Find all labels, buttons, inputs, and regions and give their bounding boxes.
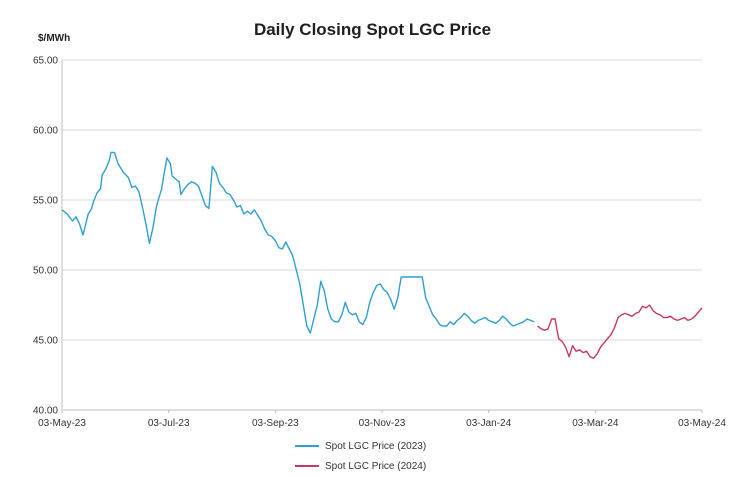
legend-label-2023: Spot LGC Price (2023) [325, 440, 427, 452]
gridlines [61, 59, 702, 411]
x-tick-label: 03-Sep-23 [252, 418, 299, 429]
x-axis-ticks: 03-May-23 03-Jul-23 03-Sep-23 03-Nov-23 03-J… [38, 410, 726, 429]
series-line-1 [537, 304, 703, 359]
x-tick-label: 03-May-24 [678, 418, 726, 429]
x-tick-label: 03-Jan-24 [466, 418, 511, 429]
y-tick-label: 55.00 [33, 196, 58, 207]
series-line-0 [61, 151, 535, 334]
x-tick-label: 03-Nov-23 [359, 418, 406, 429]
legend: Spot LGC Price (2023) Spot LGC Price (20… [295, 436, 426, 476]
y-tick-label: 45.00 [33, 336, 58, 347]
legend-swatch-2023 [295, 445, 319, 447]
y-tick-label: 40.00 [33, 406, 58, 417]
chart-title: Daily Closing Spot LGC Price [253, 20, 492, 39]
x-tick-label: 03-Mar-24 [572, 418, 619, 429]
x-tick-label: 03-Jul-23 [148, 418, 190, 429]
y-tick-label: 60.00 [33, 126, 58, 137]
legend-item-2024: Spot LGC Price (2024) [295, 456, 426, 476]
series-lines [61, 151, 703, 359]
y-axis-unit-label: $/MWh [38, 33, 71, 44]
x-tick-label: 03-May-23 [38, 418, 86, 429]
y-tick-label: 65.00 [33, 56, 58, 67]
legend-swatch-2024 [295, 465, 319, 467]
legend-label-2024: Spot LGC Price (2024) [325, 460, 427, 472]
y-axis-ticks: 40.00 45.00 50.00 55.00 60.00 65.00 [33, 56, 58, 417]
legend-item-2023: Spot LGC Price (2023) [295, 436, 426, 456]
y-tick-label: 50.00 [33, 266, 58, 277]
